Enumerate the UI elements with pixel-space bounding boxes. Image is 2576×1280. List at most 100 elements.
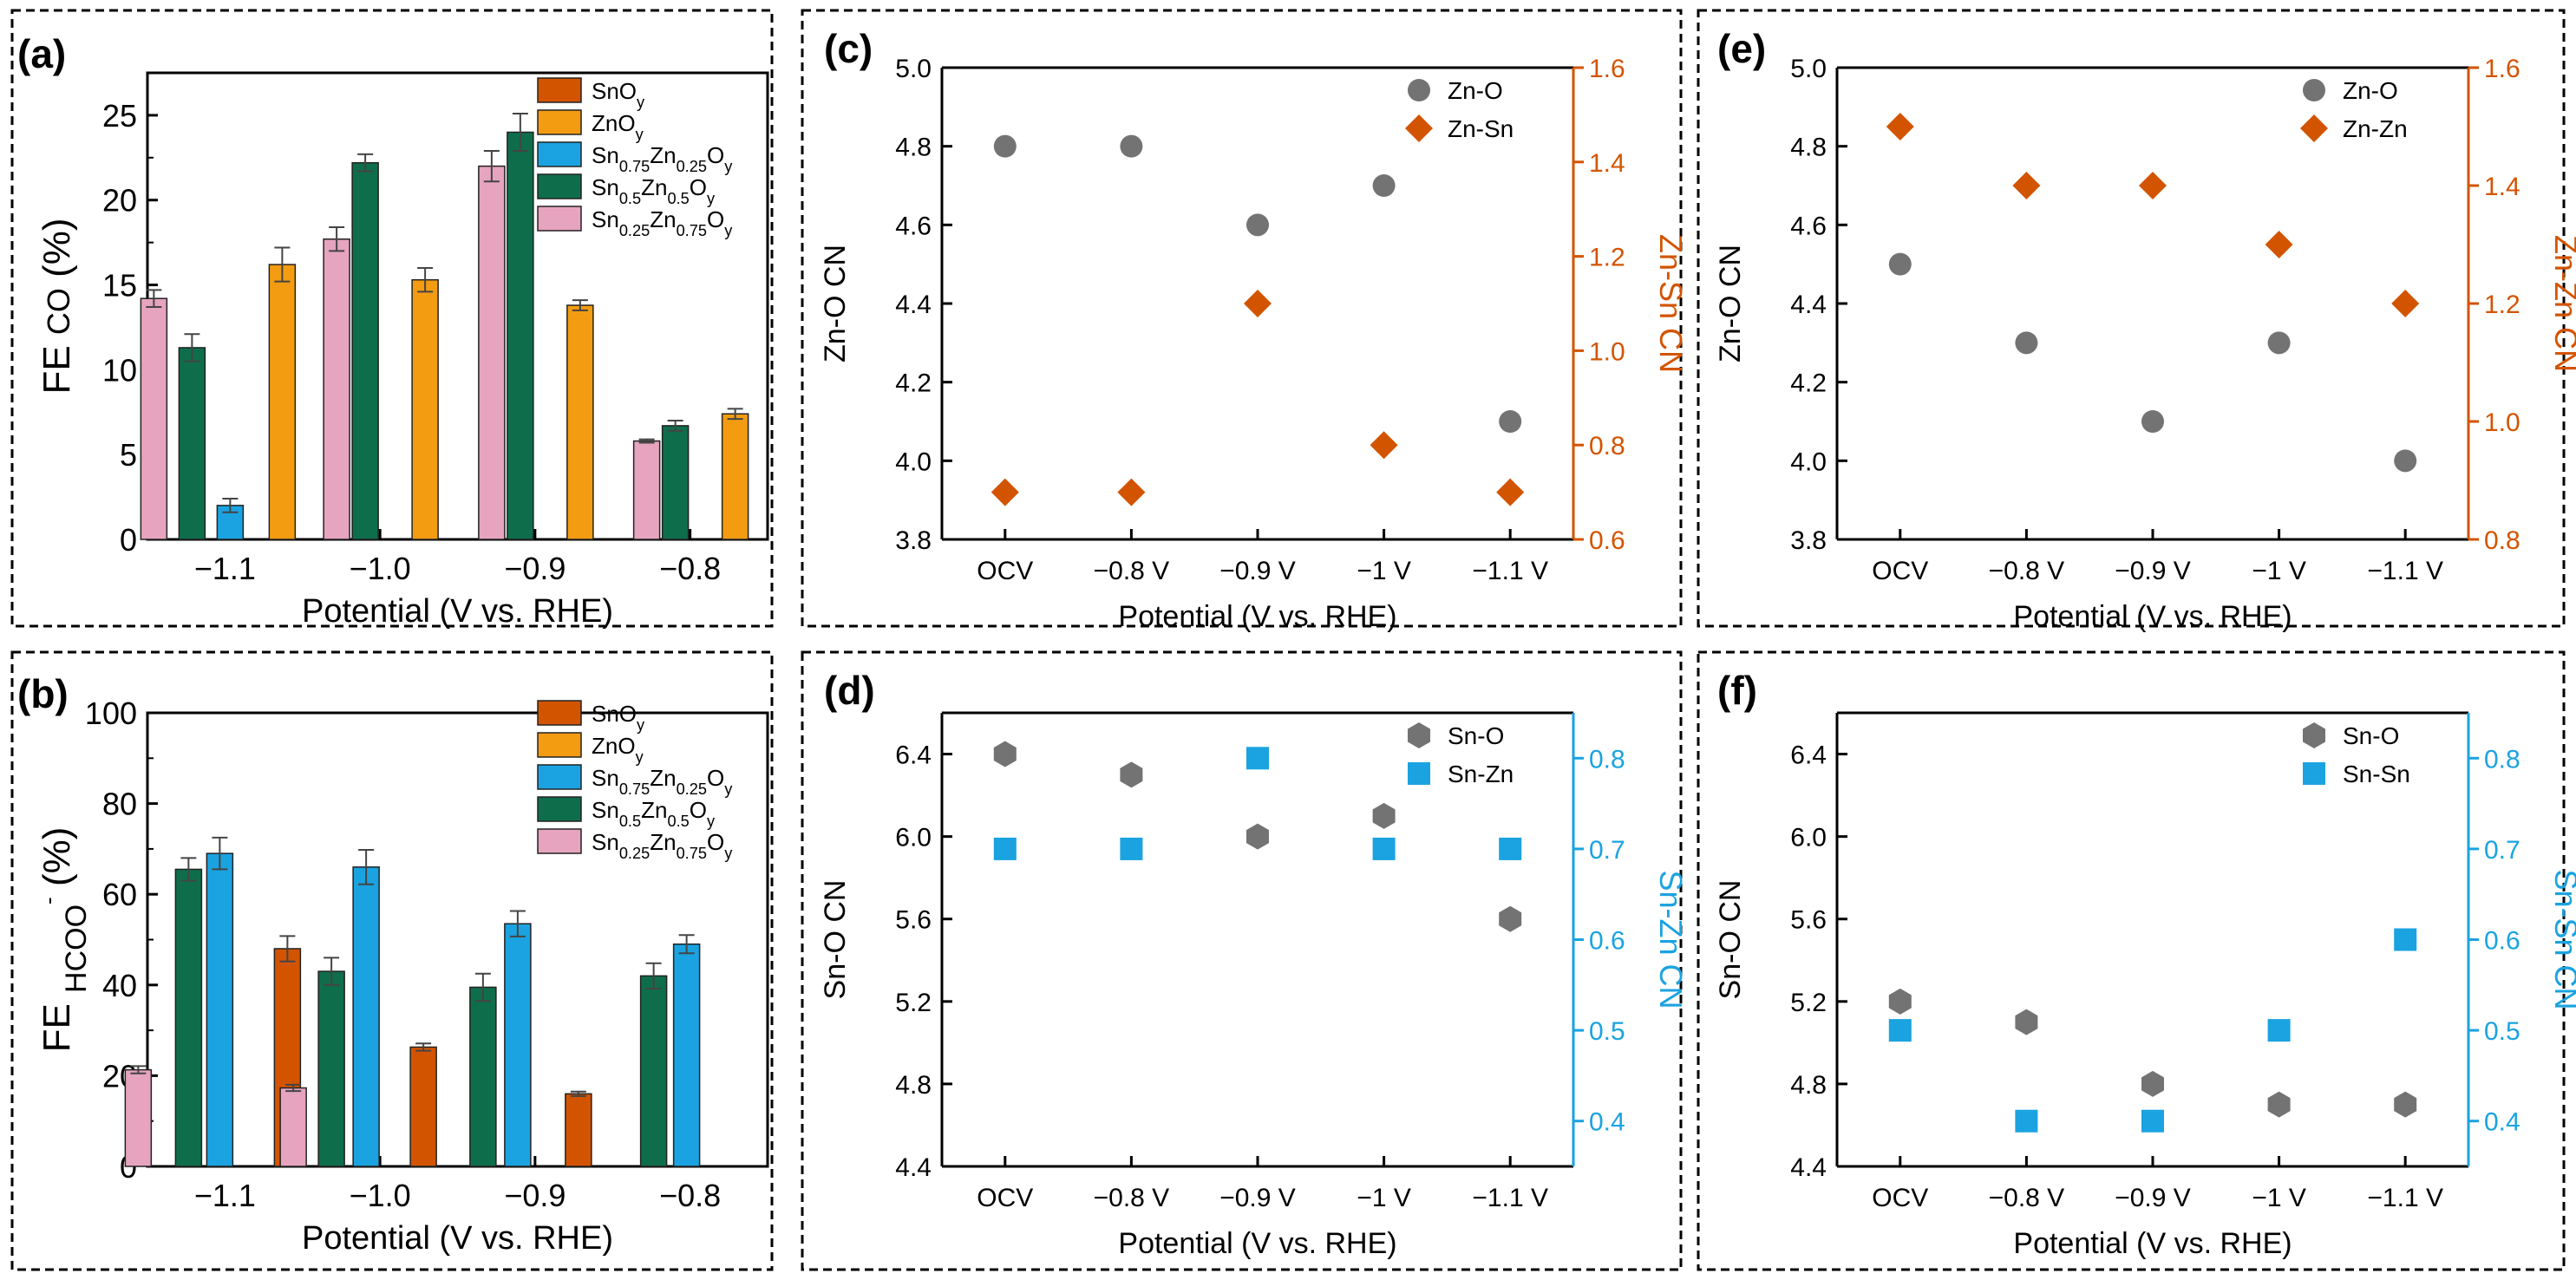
legend-swatch: [537, 206, 582, 232]
legend-label: SnOy: [592, 78, 645, 111]
legend-label: Sn-Zn: [1448, 761, 1514, 787]
legend-label: Zn-O: [1448, 77, 1503, 104]
data-point-hexagon: [2303, 722, 2325, 748]
panel-f: 4.4 4.8 5.2 5.6 6.0 6.4 0.4 0.5 0.6 0.7 0.8 OCV −0.8…: [1714, 668, 2576, 1260]
legend-swatch: [537, 700, 582, 726]
bar-ZnOy: [566, 304, 594, 540]
legend-swatch: [537, 109, 582, 135]
y-tick-label-left: 4.6: [1790, 212, 1827, 240]
series-Zn-Zn: [1886, 113, 2420, 317]
legend-swatch: [537, 141, 582, 167]
y-tick-label-right: 0.6: [2484, 927, 2520, 956]
legend-label: ZnOy: [592, 733, 644, 766]
y-tick-label-right: 0.7: [2484, 836, 2520, 865]
data-point-square: [2303, 762, 2325, 785]
bar-Sn075: [672, 943, 701, 1167]
x-tick-label: −0.9 V: [1219, 557, 1296, 585]
data-point-diamond: [1886, 113, 1914, 140]
series-Sn-Sn: [1888, 928, 2417, 1133]
data-point-diamond: [2012, 172, 2041, 199]
y-tick-label-right: 0.4: [2484, 1108, 2520, 1137]
data-point-square: [1120, 837, 1143, 860]
data-point-square: [2141, 1109, 2164, 1133]
series-Sn-O: [1888, 988, 2417, 1118]
data-point-diamond: [1244, 290, 1272, 317]
data-point-hexagon: [1246, 823, 1269, 850]
data-point-hexagon: [1120, 761, 1143, 788]
y-tick-label-right: 0.5: [1589, 1017, 1625, 1046]
legend-label: Sn0.5Zn0.5Oy: [592, 797, 716, 830]
bar-ZnOy: [411, 278, 439, 540]
y-tick-label-right: 1.2: [1589, 244, 1625, 272]
data-point-diamond: [1496, 478, 1525, 506]
y-tick-label-left: 4.2: [895, 369, 932, 398]
data-point-hexagon: [2015, 1009, 2038, 1035]
data-point-diamond: [2139, 172, 2167, 199]
bar-Sn025: [124, 1068, 153, 1167]
y-tick-label: 80: [102, 787, 137, 822]
y-tick-label-left: 4.2: [1790, 369, 1827, 398]
y-tick-label-right: 0.8: [1589, 432, 1625, 460]
y-tick-label-left: 6.4: [1790, 741, 1827, 770]
y-tick-label-left: 4.8: [895, 134, 932, 162]
data-point-hexagon: [2394, 1091, 2417, 1118]
bar-Sn025: [140, 297, 168, 540]
panel-frame-1: [10, 650, 774, 1271]
data-point-hexagon: [1888, 988, 1912, 1015]
x-axis-label: Potential (V vs. RHE): [2013, 600, 2292, 633]
data-point-circle: [1372, 174, 1396, 197]
legend-label: Zn-O: [2343, 77, 2398, 104]
x-tick-label: −0.8 V: [1989, 557, 2065, 585]
y-tick-label: 60: [102, 877, 137, 912]
data-point-hexagon: [993, 741, 1017, 767]
x-tick-label: OCV: [977, 1184, 1033, 1212]
data-point-circle: [993, 134, 1017, 158]
bar-Sn075: [206, 852, 234, 1167]
legend-label: Sn0.25Zn0.75Oy: [592, 206, 733, 239]
series-Sn-O: [993, 741, 1522, 932]
x-tick-label: −1.1: [194, 1178, 256, 1213]
x-tick-label: OCV: [977, 557, 1033, 585]
legend-label: Sn0.75Zn0.25Oy: [592, 765, 733, 798]
data-point-circle: [1246, 213, 1269, 237]
y-tick-label-left: 5.6: [895, 906, 932, 935]
bar-Sn05: [507, 131, 534, 540]
legend: Sn-O Sn-Sn: [2303, 722, 2410, 787]
y-tick-label-left: 4.0: [895, 447, 932, 476]
panel-frame-5: [1697, 650, 2566, 1271]
x-tick-label: OCV: [1872, 557, 1928, 585]
y-tick-label-left: 4.0: [1790, 447, 1827, 476]
y-axis-label-left: Zn-O CN: [819, 245, 852, 362]
data-point-square: [2394, 928, 2417, 951]
bar-ZnOy: [721, 413, 749, 540]
data-point-circle: [2267, 331, 2291, 355]
y-tick-label-right: 1.4: [1589, 149, 1625, 178]
data-point-circle: [1408, 79, 1430, 101]
panel-label: (e): [1717, 26, 1766, 71]
y-tick-label-right: 0.6: [1589, 526, 1625, 555]
bar-SnOy: [565, 1093, 592, 1167]
legend-label: Sn-O: [2343, 722, 2399, 749]
x-tick-label: OCV: [1872, 1184, 1928, 1212]
data-point-circle: [1120, 134, 1143, 158]
x-axis-label: Potential (V vs. RHE): [2013, 1227, 2292, 1260]
legend-label: Sn-Sn: [2343, 761, 2410, 787]
y-tick-label-left: 5.0: [1790, 55, 1827, 83]
x-tick-label: −1.0: [350, 1178, 411, 1213]
y-axis-label-right: Zn-Zn CN: [2548, 235, 2576, 372]
legend-label: Sn0.75Zn0.25Oy: [592, 142, 733, 175]
y-tick-label-right: 1.0: [1589, 337, 1625, 366]
panel-d: 4.4 4.8 5.2 5.6 6.0 6.4 0.4 0.5 0.6 0.7 0.8 OCV −0.8…: [819, 668, 1689, 1260]
data-point-circle: [2394, 449, 2417, 473]
legend-swatch: [537, 732, 582, 758]
x-tick-label: −0.9 V: [2115, 557, 2191, 585]
legend-label: SnOy: [592, 701, 645, 734]
x-tick-label: −0.9 V: [2115, 1184, 2191, 1212]
data-point-circle: [2015, 331, 2038, 355]
y-tick-label-right: 0.6: [1589, 927, 1625, 956]
x-tick-label: −0.8 V: [1094, 1184, 1170, 1212]
bar-SnOy: [409, 1046, 437, 1167]
panel-frame-0: [10, 9, 774, 628]
x-axis-label: Potential (V vs. RHE): [1118, 1227, 1396, 1260]
data-point-hexagon: [1372, 802, 1396, 829]
